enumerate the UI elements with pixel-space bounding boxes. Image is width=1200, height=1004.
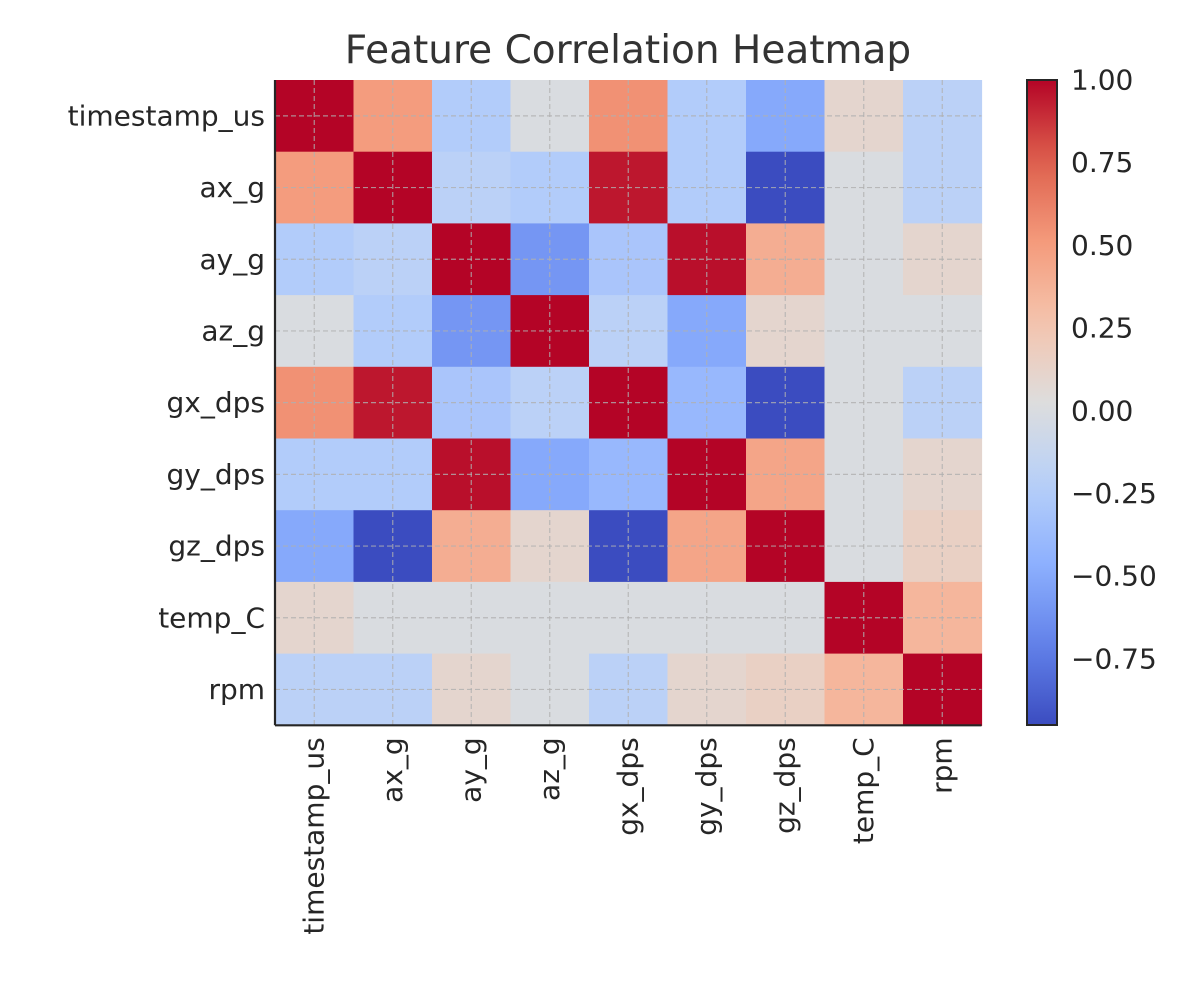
gridlines [275, 80, 982, 726]
y-tick-label: timestamp_us [68, 99, 265, 132]
x-tick-label: az_g [533, 737, 566, 801]
y-tick-label: gx_dps [167, 386, 265, 419]
x-tick-label: timestamp_us [298, 737, 331, 934]
x-tick-label: gx_dps [612, 737, 645, 835]
colorbar: 1.00 0.75 0.50 0.25 0.00 −0.25 −0.50 −0.75 [1026, 64, 1157, 726]
colorbar-tick-label: −0.25 [1071, 477, 1157, 510]
y-tick-label: ay_g [199, 243, 265, 276]
chart-title: Feature Correlation Heatmap [345, 28, 911, 73]
colorbar-tick-label: 0.25 [1071, 312, 1133, 345]
x-tick-label: temp_C [847, 737, 880, 844]
colorbar-tick-label: −0.75 [1071, 642, 1157, 675]
y-tick-label: gy_dps [167, 458, 265, 491]
axes [273, 80, 982, 727]
y-tick-label: ax_g [199, 171, 265, 204]
y-tick-label: rpm [208, 673, 265, 706]
x-tick-label: ay_g [455, 737, 488, 803]
y-tick-label: az_g [201, 314, 265, 347]
colorbar-tick-label: 0.00 [1071, 394, 1133, 427]
x-tick-label: gz_dps [769, 737, 802, 834]
x-tick-label: gy_dps [690, 737, 723, 835]
colorbar-tick-label: 1.00 [1071, 64, 1133, 97]
colorbar-gradient [1026, 79, 1058, 726]
x-tick-label: ax_g [376, 737, 409, 803]
y-tick-label: temp_C [158, 601, 265, 634]
colorbar-tick-label: 0.75 [1071, 146, 1133, 179]
colorbar-tick-label: −0.50 [1071, 560, 1157, 593]
x-tick-labels: timestamp_us ax_g ay_g az_g gx_dps gy_dps gz_d… [298, 737, 959, 934]
y-tick-labels: timestamp_us ax_g ay_g az_g gx_dps gy_dps gz_d… [68, 99, 265, 706]
x-tick-label: rpm [926, 737, 959, 794]
colorbar-tick-label: 0.50 [1071, 229, 1133, 262]
y-tick-label: gz_dps [168, 530, 265, 563]
